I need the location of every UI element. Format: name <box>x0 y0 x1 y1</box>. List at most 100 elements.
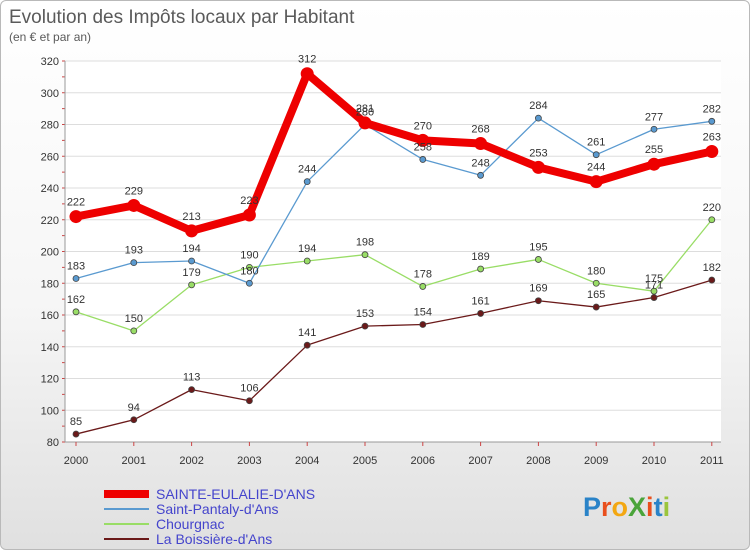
data-label: 244 <box>298 164 316 176</box>
data-label: 312 <box>298 54 316 66</box>
data-label: 194 <box>298 243 316 255</box>
logo-letter: t <box>654 492 663 522</box>
data-point <box>188 281 196 289</box>
y-tick-label: 240 <box>41 183 59 195</box>
data-label: 113 <box>183 372 201 384</box>
data-label: 255 <box>645 144 663 156</box>
proxiti-logo: ProXiti <box>583 492 670 522</box>
x-tick-label: 2011 <box>700 455 724 467</box>
chart-subtitle: (en € et par an) <box>9 30 91 44</box>
data-label: 171 <box>645 280 663 292</box>
data-label: 193 <box>125 245 143 257</box>
data-point <box>592 303 600 311</box>
logo-letter: o <box>612 492 629 522</box>
data-label: 277 <box>645 111 663 123</box>
y-tick-label: 220 <box>41 215 59 227</box>
y-tick-label: 80 <box>47 437 59 449</box>
data-point <box>708 117 716 125</box>
data-label: 281 <box>356 103 374 115</box>
y-tick-label: 280 <box>41 120 59 132</box>
data-label: 244 <box>587 162 605 174</box>
data-point <box>474 137 488 151</box>
data-label: 106 <box>240 383 258 395</box>
data-label: 94 <box>128 402 140 414</box>
x-tick-label: 2007 <box>468 455 492 467</box>
data-label: 153 <box>356 308 374 320</box>
data-label: 248 <box>471 157 489 169</box>
x-tick-label: 2000 <box>64 455 88 467</box>
x-tick-label: 2006 <box>411 455 435 467</box>
legend-label: La Boissière-d'Ans <box>156 531 272 547</box>
data-point <box>535 297 542 305</box>
data-label: 154 <box>414 307 432 319</box>
data-point <box>419 283 427 290</box>
data-label: 85 <box>70 416 82 428</box>
y-tick-label: 320 <box>41 56 59 68</box>
data-point <box>361 251 369 259</box>
data-label: 263 <box>703 131 721 143</box>
data-label: 141 <box>298 327 316 339</box>
data-label: 222 <box>67 197 85 209</box>
data-point <box>358 116 372 130</box>
data-label: 182 <box>703 262 721 274</box>
data-point <box>535 256 542 263</box>
data-label: 189 <box>471 251 489 263</box>
data-label: 280 <box>356 107 374 119</box>
data-point <box>188 257 196 265</box>
data-label: 284 <box>529 100 547 112</box>
data-label: 270 <box>414 120 432 132</box>
y-tick-label: 200 <box>41 247 59 259</box>
data-point <box>300 67 314 81</box>
data-point <box>705 144 719 158</box>
data-label: 175 <box>645 273 663 285</box>
data-point <box>592 151 600 159</box>
data-point <box>185 224 199 238</box>
data-point <box>708 276 716 284</box>
y-tick-label: 180 <box>41 278 59 290</box>
logo-letter: i <box>663 492 671 522</box>
data-label: 165 <box>587 289 605 301</box>
data-label: 190 <box>240 249 258 261</box>
data-point <box>303 341 311 349</box>
data-label: 258 <box>414 141 432 153</box>
series-line-1 <box>75 219 713 332</box>
chart-title: Evolution des Impôts locaux par Habitant <box>9 7 355 28</box>
data-point <box>242 208 256 222</box>
legend-label: SAINTE-EULALIE-D'ANS <box>156 486 315 502</box>
data-label: 220 <box>703 202 721 214</box>
y-tick-label: 160 <box>41 310 59 322</box>
data-label: 213 <box>182 211 200 223</box>
data-point <box>127 198 141 212</box>
data-point <box>650 294 658 301</box>
data-label: 282 <box>703 103 721 115</box>
data-point <box>188 386 196 394</box>
data-label: 162 <box>67 294 85 306</box>
x-tick-label: 2003 <box>237 455 261 467</box>
data-point <box>130 416 138 424</box>
data-label: 180 <box>240 265 258 277</box>
data-point <box>531 160 545 174</box>
legend-label: Chourgnac <box>156 516 225 532</box>
data-label: 223 <box>240 195 258 207</box>
data-label: 169 <box>529 283 547 295</box>
data-point <box>245 263 253 271</box>
data-point <box>245 397 253 405</box>
data-point <box>72 308 80 316</box>
data-label: 150 <box>125 313 143 325</box>
y-tick-label: 300 <box>41 88 59 100</box>
data-point <box>130 259 138 267</box>
data-label: 195 <box>529 241 547 253</box>
data-label: 179 <box>182 267 200 279</box>
data-point <box>535 114 542 122</box>
data-label: 161 <box>471 295 489 307</box>
data-point <box>477 310 485 317</box>
series-line-2 <box>75 117 713 284</box>
logo-letter: P <box>583 492 601 522</box>
data-point <box>72 275 80 282</box>
x-tick-label: 2009 <box>584 455 608 467</box>
data-label: 198 <box>356 237 374 249</box>
x-tick-label: 2010 <box>642 455 666 467</box>
data-point <box>650 287 658 295</box>
